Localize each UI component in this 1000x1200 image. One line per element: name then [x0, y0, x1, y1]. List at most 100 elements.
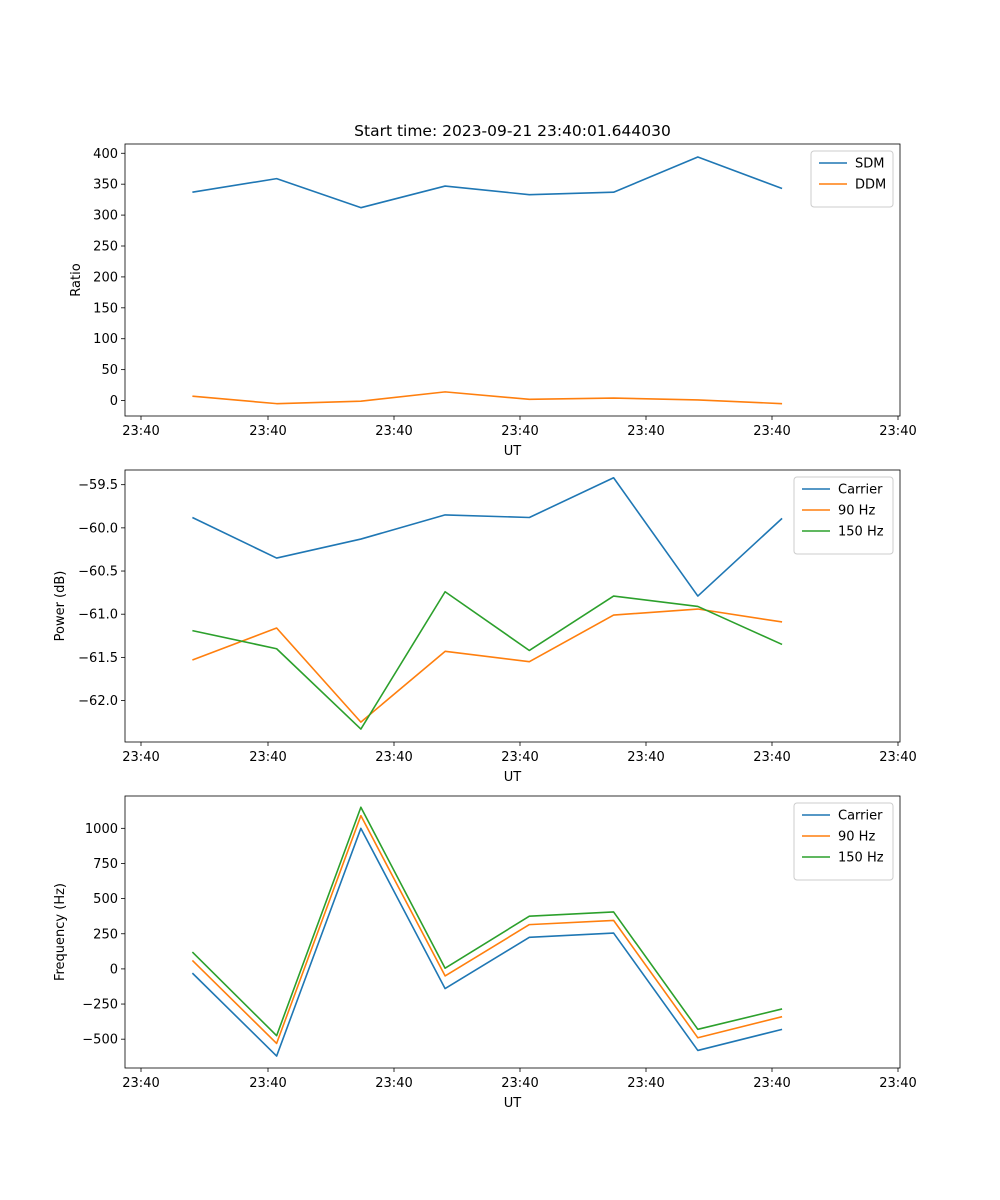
data-point: [443, 986, 447, 990]
y-tick-label: 100: [93, 332, 118, 347]
y-tick-label: 50: [101, 363, 118, 378]
data-point: [527, 935, 531, 939]
y-tick-label: 0: [110, 962, 118, 977]
x-axis-label: UT: [504, 770, 522, 785]
y-tick-label: 200: [93, 270, 118, 285]
y-tick-label: −60.5: [78, 565, 118, 580]
axes-frame: [124, 469, 901, 743]
x-axis-label: UT: [504, 444, 522, 459]
data-point: [359, 720, 363, 724]
data-point: [611, 931, 615, 935]
data-point: [611, 396, 615, 400]
data-point: [780, 620, 784, 624]
data-point: [190, 628, 194, 632]
series-line-150-hz: [192, 590, 783, 730]
y-tick-label: 250: [93, 240, 118, 255]
y-tick-label: 300: [93, 209, 118, 224]
data-point: [696, 604, 700, 608]
data-point: [527, 397, 531, 401]
x-tick-label: 23:40: [879, 1076, 916, 1091]
y-tick-label: 1000: [85, 822, 118, 837]
x-tick-label: 23:40: [501, 750, 538, 765]
series-line-150-hz: [191, 806, 783, 1037]
data-point: [696, 1048, 700, 1052]
x-axis-label: UT: [504, 1096, 522, 1111]
panel-3: −500 −250 0 250 500 750 1000 23:40 23:40 23:40 23:…: [53, 795, 917, 1111]
data-point: [527, 914, 531, 918]
data-point: [443, 966, 447, 970]
chart-title: Start time: 2023-09-21 23:40:01.644030: [354, 122, 671, 140]
data-point: [359, 727, 363, 731]
x-tick-label: 23:40: [879, 424, 916, 439]
data-point: [696, 398, 700, 402]
data-point: [696, 1036, 700, 1040]
legend-entry: DDM: [855, 178, 886, 193]
axes-frame: [124, 795, 901, 1069]
data-point: [190, 958, 194, 962]
data-point: [611, 190, 615, 194]
y-tick-label: 400: [93, 147, 118, 162]
data-point: [780, 401, 784, 405]
y-tick-label: −61.5: [78, 651, 118, 666]
legend-entry: 90 Hz: [838, 830, 875, 845]
series-line-sdm: [192, 156, 783, 209]
data-point: [611, 476, 615, 480]
data-point: [611, 918, 615, 922]
data-point: [274, 1054, 278, 1058]
y-axis-label: Frequency (Hz): [53, 883, 68, 981]
legend-box: [793, 476, 894, 555]
y-tick-label: −61.0: [78, 608, 118, 623]
data-point: [780, 516, 784, 520]
x-tick-label: 23:40: [501, 424, 538, 439]
data-point: [190, 190, 194, 194]
x-tick-label: 23:40: [249, 1076, 286, 1091]
data-point: [780, 186, 784, 190]
legend-entry: 150 Hz: [838, 851, 884, 866]
x-tick-label: 23:40: [375, 424, 412, 439]
data-point: [274, 401, 278, 405]
axes-frame: [124, 143, 901, 417]
x-tick-label: 23:40: [375, 1076, 412, 1091]
x-tick-label: 23:40: [122, 424, 159, 439]
x-tick-label: 23:40: [249, 750, 286, 765]
data-point: [190, 394, 194, 398]
x-tick-label: 23:40: [879, 750, 916, 765]
y-tick-label: 250: [93, 927, 118, 942]
data-point: [274, 556, 278, 560]
legend: SDM DDM: [810, 150, 894, 208]
data-point: [190, 971, 194, 975]
panels: 0 50 100 150 200 250 300 350 400 23:40 23:40 23:40 2…: [53, 143, 917, 1111]
data-point: [780, 1027, 784, 1031]
y-tick-label: 0: [110, 394, 118, 409]
data-point: [696, 1027, 700, 1031]
data-point: [274, 1033, 278, 1037]
legend-entry: 150 Hz: [838, 525, 884, 540]
panel-2: −62.0 −61.5 −61.0 −60.5 −60.0 −59.5 23:40 23:40…: [53, 469, 917, 785]
legend-entry: SDM: [855, 157, 884, 172]
x-tick-label: 23:40: [122, 750, 159, 765]
data-point: [443, 974, 447, 978]
legend-box: [810, 150, 894, 208]
x-tick-label: 23:40: [627, 750, 664, 765]
legend: Carrier 90 Hz 150 Hz: [793, 802, 894, 881]
data-point: [443, 590, 447, 594]
data-point: [527, 648, 531, 652]
series-line-carrier: [191, 827, 783, 1057]
data-point: [190, 658, 194, 662]
data-point: [359, 813, 363, 817]
data-point: [780, 1014, 784, 1018]
x-tick-label: 23:40: [122, 1076, 159, 1091]
data-point: [274, 647, 278, 651]
y-tick-label: 750: [93, 857, 118, 872]
data-point: [274, 626, 278, 630]
data-point: [527, 192, 531, 196]
data-point: [359, 805, 363, 809]
data-point: [780, 642, 784, 646]
y-tick-label: −250: [82, 998, 118, 1013]
data-point: [443, 649, 447, 653]
legend-box: [793, 802, 894, 881]
data-point: [780, 1007, 784, 1011]
legend-entry: 90 Hz: [838, 504, 875, 519]
data-point: [190, 515, 194, 519]
